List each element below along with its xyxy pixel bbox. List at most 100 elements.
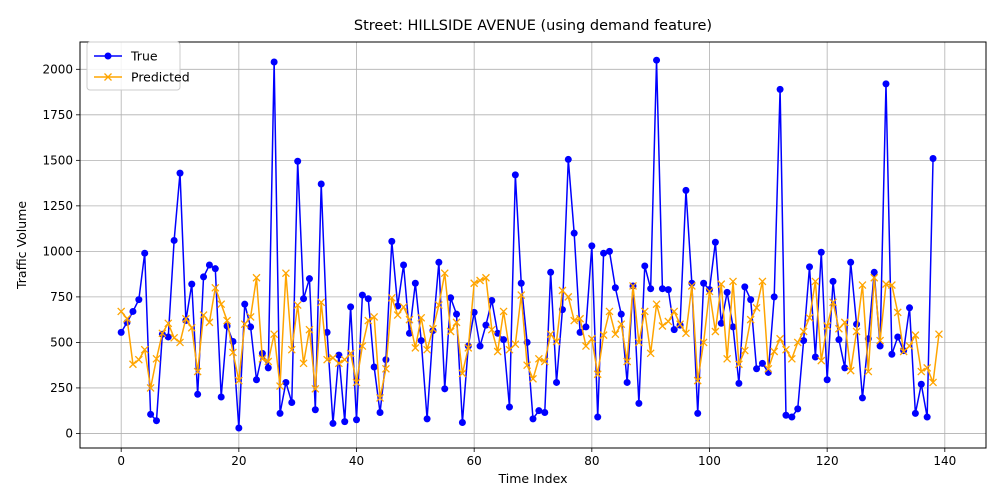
data-point-predicted	[176, 338, 184, 347]
data-point-predicted	[264, 357, 273, 366]
data-point-predicted	[599, 331, 608, 340]
data-point-true	[529, 415, 537, 423]
data-point-true	[576, 328, 584, 336]
data-point-predicted	[464, 343, 473, 352]
data-point-predicted	[376, 393, 384, 402]
data-point-predicted	[240, 320, 249, 329]
data-point-true	[705, 286, 713, 294]
data-point-true	[547, 268, 555, 276]
data-point-predicted	[558, 286, 567, 295]
data-point-predicted	[317, 298, 326, 307]
data-point-predicted	[446, 327, 455, 336]
data-point-true	[323, 328, 331, 336]
data-point-predicted	[623, 357, 632, 366]
data-point-predicted	[658, 322, 667, 330]
data-point-predicted	[276, 382, 284, 391]
data-point-true	[176, 169, 184, 177]
data-point-predicted	[229, 348, 237, 357]
y-tick-label: 1250	[42, 199, 73, 213]
data-point-predicted	[911, 331, 920, 340]
x-tick-label: 60	[467, 454, 482, 468]
x-tick-label: 140	[933, 454, 956, 468]
data-point-predicted	[164, 319, 173, 328]
data-point-predicted	[258, 354, 267, 363]
data-point-predicted	[734, 360, 743, 369]
data-point-predicted	[323, 355, 332, 364]
legend-label-predicted: Predicted	[131, 70, 190, 85]
data-point-true	[311, 406, 319, 414]
data-point-true	[329, 419, 337, 427]
data-point-true	[717, 319, 725, 327]
data-point-predicted	[729, 277, 737, 286]
data-point-predicted	[829, 298, 837, 307]
data-point-true	[794, 405, 802, 413]
data-point-true	[205, 261, 213, 269]
data-point-predicted	[776, 334, 785, 343]
data-point-true	[347, 303, 355, 311]
data-point-true	[441, 385, 449, 393]
data-point-true	[305, 275, 313, 283]
data-point-true	[435, 258, 443, 266]
data-point-true	[876, 342, 884, 350]
data-point-true	[823, 376, 831, 384]
data-point-true	[300, 295, 308, 303]
data-point-predicted	[246, 312, 255, 321]
legend: True Predicted	[86, 41, 190, 91]
data-point-predicted	[252, 273, 261, 282]
data-point-predicted	[593, 370, 602, 379]
data-point-true	[417, 337, 425, 345]
data-point-true	[241, 300, 249, 308]
data-point-predicted	[181, 314, 190, 323]
data-point-true	[147, 410, 155, 418]
data-point-true	[247, 323, 255, 331]
data-point-true	[353, 416, 361, 424]
legend-marker-true	[104, 52, 112, 60]
data-point-predicted	[434, 301, 443, 310]
data-point-predicted	[617, 320, 626, 329]
data-point-predicted	[287, 345, 296, 354]
ticks: 0 20 40 60 80 100 120 140 0 250 500 750 1000 1250 1500…	[42, 63, 956, 468]
data-point-predicted	[693, 376, 702, 385]
data-point-true	[317, 180, 325, 188]
data-point-predicted	[611, 330, 620, 339]
data-point-true	[605, 247, 613, 255]
data-point-predicted	[193, 367, 202, 376]
data-point-true	[564, 155, 572, 163]
data-point-true	[870, 268, 878, 276]
data-point-true	[294, 157, 302, 165]
grid	[80, 42, 986, 448]
data-point-true	[658, 285, 666, 293]
data-point-predicted	[387, 293, 396, 302]
data-point-true	[788, 413, 796, 421]
data-point-true	[364, 295, 372, 303]
data-point-predicted	[782, 345, 790, 354]
data-point-predicted	[417, 313, 426, 322]
data-point-predicted	[770, 347, 779, 356]
x-tick-label: 80	[584, 454, 599, 468]
data-point-true	[235, 424, 243, 432]
x-tick-label: 0	[117, 454, 125, 468]
data-point-predicted	[381, 364, 390, 373]
data-point-true	[776, 85, 784, 93]
data-point-predicted	[634, 338, 643, 347]
data-point-true	[647, 285, 655, 293]
data-point-true	[570, 229, 578, 237]
data-point-true	[653, 56, 661, 64]
data-point-true	[782, 411, 790, 419]
data-point-predicted	[529, 374, 537, 383]
data-point-true	[741, 283, 749, 291]
data-point-predicted	[170, 333, 179, 342]
data-point-predicted	[858, 281, 867, 290]
y-tick-label: 1750	[42, 108, 73, 122]
data-point-predicted	[887, 281, 896, 290]
data-point-predicted	[270, 330, 279, 339]
data-point-true	[129, 307, 137, 315]
data-point-predicted	[740, 346, 749, 355]
data-point-true	[152, 417, 160, 425]
y-tick-label: 2000	[42, 63, 73, 77]
data-point-predicted	[905, 342, 914, 351]
data-point-predicted	[517, 291, 526, 300]
data-point-true	[553, 378, 561, 386]
data-point-predicted	[840, 318, 849, 327]
data-point-predicted	[929, 378, 938, 387]
